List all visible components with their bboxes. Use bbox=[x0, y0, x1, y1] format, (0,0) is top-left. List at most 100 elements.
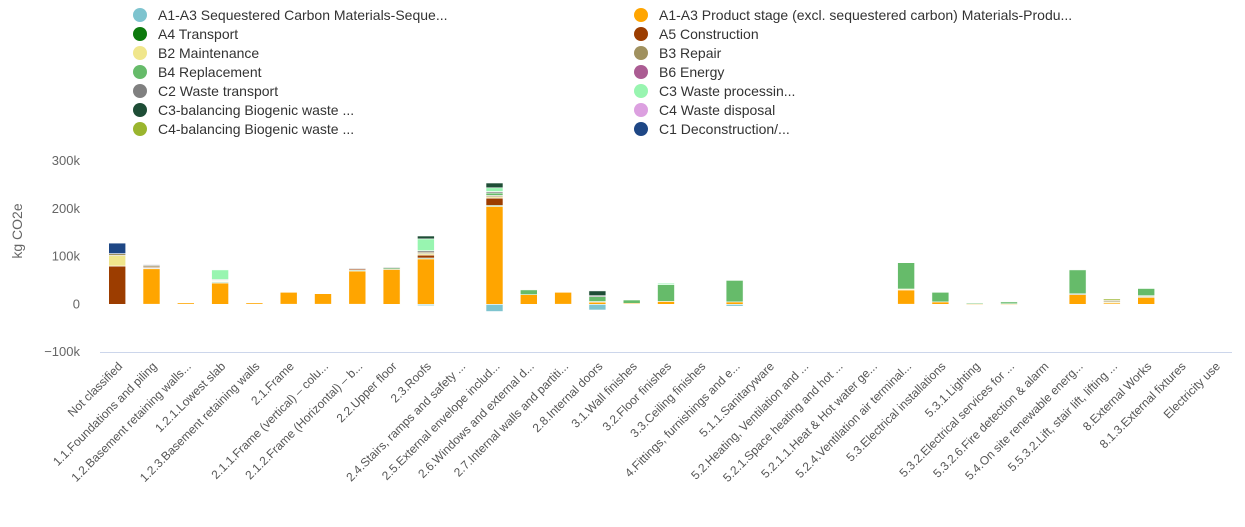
bar-segment[interactable] bbox=[554, 291, 572, 305]
legend-item[interactable]: B6 Energy bbox=[634, 64, 724, 80]
y-tick-label: 300k bbox=[52, 153, 81, 168]
legend-marker bbox=[634, 27, 648, 41]
legend: A1-A3 Sequestered Carbon Materials-Seque… bbox=[133, 7, 1072, 137]
legend-item[interactable]: A1-A3 Product stage (excl. sequestered c… bbox=[634, 7, 1072, 23]
bar-segment[interactable] bbox=[897, 262, 915, 290]
legend-item[interactable]: B4 Replacement bbox=[133, 64, 262, 80]
legend-marker bbox=[634, 103, 648, 117]
legend-label: C3-balancing Biogenic waste ... bbox=[158, 102, 354, 118]
y-tick-label: 0 bbox=[73, 296, 80, 311]
bar-segment[interactable] bbox=[245, 302, 264, 305]
legend-item[interactable]: C1 Deconstruction/... bbox=[634, 121, 790, 137]
bar-segment[interactable] bbox=[485, 191, 504, 194]
bar-segment[interactable] bbox=[1000, 301, 1018, 305]
bar-segment[interactable] bbox=[1137, 288, 1155, 296]
legend-label: A4 Transport bbox=[158, 26, 238, 42]
legend-item[interactable]: C3 Waste processin... bbox=[634, 83, 795, 99]
legend-label: A1-A3 Sequestered Carbon Materials-Seque… bbox=[158, 7, 448, 23]
legend-marker bbox=[133, 65, 147, 79]
bar-segment[interactable] bbox=[177, 302, 195, 305]
bar-segment[interactable] bbox=[417, 238, 435, 252]
plot-area bbox=[108, 182, 1155, 312]
legend-label: C2 Waste transport bbox=[158, 83, 278, 99]
bar-segment[interactable] bbox=[519, 294, 538, 305]
bar-segment[interactable] bbox=[382, 269, 401, 305]
legend-marker bbox=[133, 46, 147, 60]
bar-segment[interactable] bbox=[622, 299, 641, 304]
legend-item[interactable]: B3 Repair bbox=[634, 45, 722, 61]
bar-segment[interactable] bbox=[485, 187, 504, 192]
legend-marker bbox=[133, 84, 147, 98]
bar-segment[interactable] bbox=[485, 182, 504, 189]
legend-marker bbox=[634, 65, 648, 79]
bar-segment[interactable] bbox=[417, 250, 435, 253]
legend-item[interactable]: C4-balancing Biogenic waste ... bbox=[133, 121, 354, 137]
bar-segment[interactable] bbox=[657, 284, 675, 302]
bar-segment[interactable] bbox=[897, 289, 915, 305]
bar-segment[interactable] bbox=[588, 296, 607, 302]
bar-segment[interactable] bbox=[108, 242, 126, 254]
bar-segment[interactable] bbox=[211, 269, 229, 280]
legend-item[interactable]: A4 Transport bbox=[133, 26, 238, 42]
bar-segment[interactable] bbox=[485, 206, 504, 305]
bar-segment[interactable] bbox=[417, 254, 435, 259]
legend-label: C4-balancing Biogenic waste ... bbox=[158, 121, 354, 137]
bar-segment[interactable] bbox=[485, 303, 504, 312]
bar-segment[interactable] bbox=[588, 290, 607, 296]
bar-segment[interactable] bbox=[142, 264, 161, 266]
bar-segment[interactable] bbox=[211, 282, 229, 305]
legend-item[interactable]: C4 Waste disposal bbox=[634, 102, 775, 118]
legend-item[interactable]: B2 Maintenance bbox=[133, 45, 259, 61]
bar-segment[interactable] bbox=[417, 235, 435, 240]
bar-segment[interactable] bbox=[725, 301, 744, 305]
y-axis-title: kg CO2e bbox=[9, 203, 25, 258]
y-tick-label: 100k bbox=[52, 249, 81, 264]
bar-segment[interactable] bbox=[348, 270, 367, 305]
legend-label: B6 Energy bbox=[659, 64, 724, 80]
bar-segment[interactable] bbox=[931, 301, 950, 305]
bar-segment[interactable] bbox=[142, 268, 161, 305]
legend-label: A1-A3 Product stage (excl. sequestered c… bbox=[659, 7, 1072, 23]
legend-marker bbox=[634, 46, 648, 60]
bar-segment[interactable] bbox=[931, 291, 950, 303]
y-axis: 300k 200k 100k 0 −100k bbox=[44, 153, 80, 359]
bar-segment[interactable] bbox=[314, 293, 332, 305]
legend-label: B3 Repair bbox=[659, 45, 722, 61]
bar-segment[interactable] bbox=[519, 289, 538, 295]
bar-segment[interactable] bbox=[657, 301, 675, 305]
bar-segment[interactable] bbox=[348, 267, 367, 270]
legend-label: C1 Deconstruction/... bbox=[659, 121, 790, 137]
legend-marker bbox=[133, 103, 147, 117]
bar-segment[interactable] bbox=[279, 291, 298, 305]
bar-segment[interactable] bbox=[108, 265, 126, 305]
bar-segment[interactable] bbox=[588, 303, 607, 311]
legend-marker bbox=[634, 8, 648, 22]
bar-segment[interactable] bbox=[725, 280, 744, 303]
legend-marker bbox=[634, 122, 648, 136]
bar-segment[interactable] bbox=[1103, 298, 1121, 301]
bar-segment[interactable] bbox=[1068, 294, 1087, 305]
legend-item[interactable]: A1-A3 Sequestered Carbon Materials-Seque… bbox=[133, 7, 448, 23]
legend-item[interactable]: C3-balancing Biogenic waste ... bbox=[133, 102, 354, 118]
legend-label: C3 Waste processin... bbox=[659, 83, 795, 99]
legend-label: B2 Maintenance bbox=[158, 45, 259, 61]
y-tick-label: −100k bbox=[44, 344, 80, 359]
bar-segment[interactable] bbox=[108, 255, 126, 267]
legend-marker bbox=[133, 8, 147, 22]
legend-marker bbox=[133, 122, 147, 136]
legend-label: B4 Replacement bbox=[158, 64, 262, 80]
bar-segment[interactable] bbox=[1137, 296, 1155, 305]
bar-segment[interactable] bbox=[965, 302, 984, 305]
bar-segment[interactable] bbox=[485, 197, 504, 206]
legend-item[interactable]: C2 Waste transport bbox=[133, 83, 278, 99]
legend-item[interactable]: A5 Construction bbox=[634, 26, 759, 42]
bar-segment[interactable] bbox=[417, 258, 435, 305]
legend-marker bbox=[133, 27, 147, 41]
bar-segment[interactable] bbox=[1068, 269, 1087, 295]
bar-segment[interactable] bbox=[382, 266, 401, 269]
legend-label: A5 Construction bbox=[659, 26, 759, 42]
bar-segment[interactable] bbox=[657, 282, 675, 285]
legend-label: C4 Waste disposal bbox=[659, 102, 775, 118]
bar-segment[interactable] bbox=[485, 192, 504, 196]
